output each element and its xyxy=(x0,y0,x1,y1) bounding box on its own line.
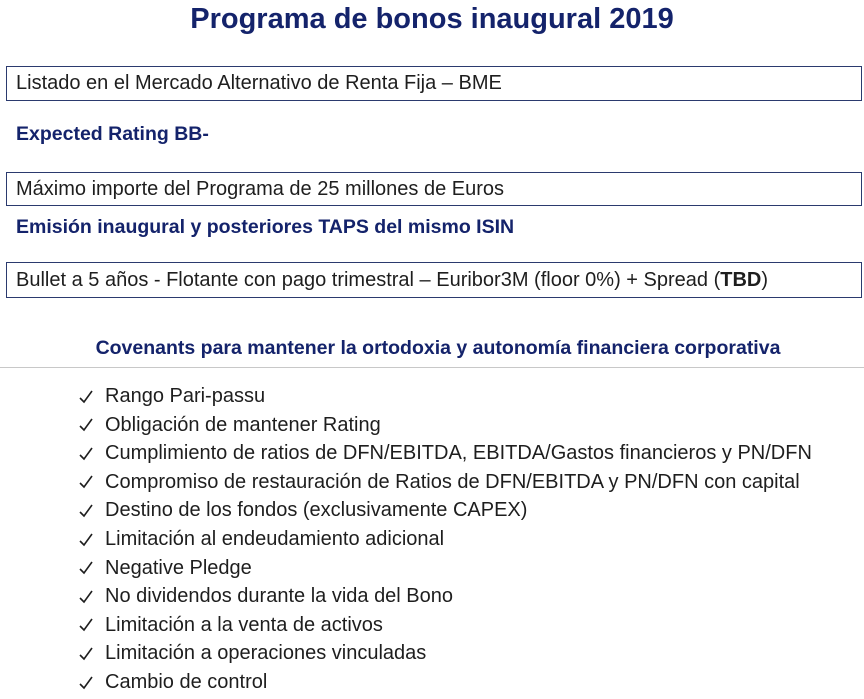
covenant-text: Limitación a operaciones vinculadas xyxy=(105,642,427,665)
info-box: Bullet a 5 años - Flotante con pago trim… xyxy=(6,262,862,298)
check-icon xyxy=(79,390,93,403)
covenant-item: Compromiso de restauración de Ratios de … xyxy=(78,471,800,494)
covenant-item: Negative Pledge xyxy=(78,557,252,580)
covenant-text: Negative Pledge xyxy=(105,556,252,579)
info-box: Listado en el Mercado Alternativo de Ren… xyxy=(6,66,862,101)
check-icon xyxy=(79,533,93,546)
check-icon xyxy=(79,618,93,632)
covenant-text: Rango Pari-passu xyxy=(105,385,266,407)
check-icon xyxy=(79,475,93,489)
box-text: ) xyxy=(761,268,769,291)
check-icon xyxy=(79,590,93,603)
covenant-item: Limitación a la venta de activos xyxy=(78,614,383,637)
check-icon xyxy=(79,504,93,518)
info-box: Máximo importe del Programa de 25 millon… xyxy=(6,172,862,206)
covenant-item: No dividendos durante la vida del Bono xyxy=(78,585,453,608)
covenant-item: Obligación de mantener Rating xyxy=(78,414,381,437)
covenant-item: Cumplimiento de ratios de DFN/EBITDA, EB… xyxy=(78,442,812,465)
box-text: Bullet a 5 años - Flotante con pago trim… xyxy=(16,268,721,291)
box-text-bold: TBD xyxy=(720,268,762,291)
box-text: Máximo importe del Programa de 25 millon… xyxy=(16,177,504,200)
check-icon xyxy=(79,447,93,460)
covenant-item: Rango Pari-passu xyxy=(78,385,265,408)
covenant-text: No dividendos durante la vida del Bono xyxy=(105,585,454,608)
check-icon xyxy=(79,676,93,689)
check-icon xyxy=(79,647,93,661)
covenant-item: Limitación al endeudamiento adicional xyxy=(78,528,444,551)
covenant-text: Compromiso de restauración de Ratios de … xyxy=(105,470,800,493)
bold-line: Expected Rating BB- xyxy=(16,123,209,145)
covenant-text: Obligación de mantener Rating xyxy=(105,413,381,436)
divider xyxy=(0,367,864,368)
check-icon xyxy=(79,418,93,432)
covenant-item: Destino de los fondos (exclusivamente CA… xyxy=(78,499,527,522)
box-text: Listado en el Mercado Alternativo de Ren… xyxy=(16,72,502,94)
bold-line: Emisión inaugural y posteriores TAPS del… xyxy=(16,216,515,238)
covenant-text: Destino de los fondos (exclusivamente CA… xyxy=(105,499,528,522)
title: Programa de bonos inaugural 2019 xyxy=(190,3,674,35)
covenant-item: Cambio de control xyxy=(78,671,267,694)
covenant-text: Cumplimiento de ratios de DFN/EBITDA, EB… xyxy=(105,442,812,465)
covenant-text: Limitación al endeudamiento adicional xyxy=(105,528,445,550)
covenant-text: Cambio de control xyxy=(105,671,268,693)
covenant-item: Limitación a operaciones vinculadas xyxy=(78,642,426,665)
covenant-text: Limitación a la venta de activos xyxy=(105,613,383,636)
check-icon xyxy=(79,561,93,575)
covenants-title: Covenants para mantener la ortodoxia y a… xyxy=(95,337,781,359)
